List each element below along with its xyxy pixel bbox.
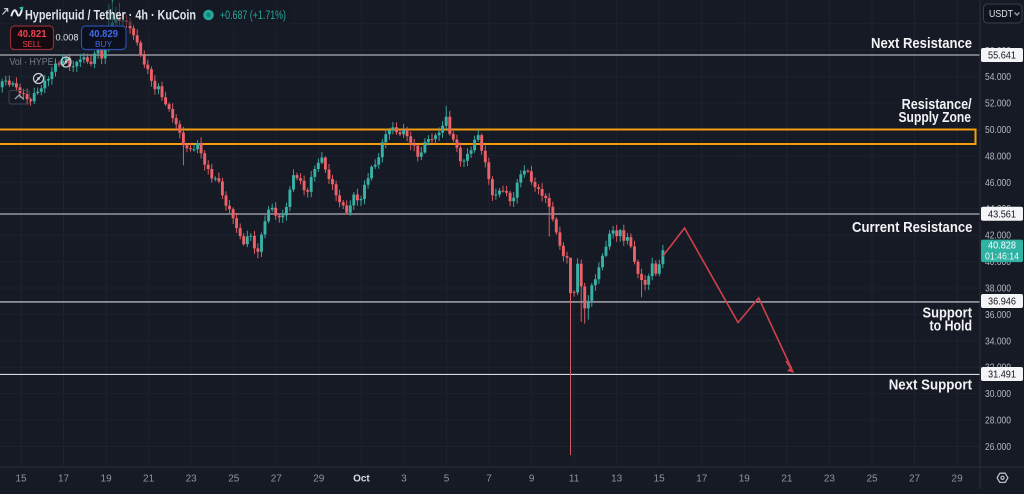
svg-text:Next Resistance: Next Resistance <box>871 35 972 52</box>
svg-text:30.000: 30.000 <box>985 388 1011 400</box>
svg-text:34.000: 34.000 <box>985 335 1011 347</box>
svg-text:23: 23 <box>186 474 198 485</box>
svg-text:27: 27 <box>909 474 921 485</box>
svg-text:54.000: 54.000 <box>985 71 1011 83</box>
svg-text:01:46:14: 01:46:14 <box>985 252 1019 263</box>
svg-text:USDT: USDT <box>989 9 1013 20</box>
svg-text:38.000: 38.000 <box>985 283 1011 295</box>
svg-text:23: 23 <box>824 474 836 485</box>
svg-text:0.008: 0.008 <box>56 33 79 43</box>
svg-text:42.000: 42.000 <box>985 230 1011 242</box>
svg-text:28.000: 28.000 <box>985 415 1011 427</box>
svg-text:Resistance/: Resistance/ <box>902 96 973 113</box>
svg-text:15: 15 <box>15 474 27 485</box>
svg-text:Oct: Oct <box>353 474 370 485</box>
svg-text:11: 11 <box>569 474 580 485</box>
svg-text:13: 13 <box>611 474 623 485</box>
svg-text:Next Support: Next Support <box>889 377 972 394</box>
svg-text:BUY: BUY <box>95 39 112 49</box>
svg-text:40.828: 40.828 <box>988 240 1016 252</box>
svg-text:to Hold: to Hold <box>930 318 973 335</box>
svg-text:46.000: 46.000 <box>985 177 1011 189</box>
svg-text:25: 25 <box>866 474 878 485</box>
svg-text:5: 5 <box>444 474 450 485</box>
svg-text:+0.687 (+1.71%): +0.687 (+1.71%) <box>220 10 286 22</box>
svg-text:27: 27 <box>271 474 283 485</box>
svg-text:9: 9 <box>529 474 535 485</box>
svg-text:17: 17 <box>58 474 70 485</box>
svg-text:17: 17 <box>696 474 708 485</box>
svg-text:SELL: SELL <box>23 39 42 49</box>
svg-text:55.641: 55.641 <box>988 50 1016 62</box>
svg-text:25: 25 <box>228 474 240 485</box>
svg-text:43.561: 43.561 <box>988 208 1016 220</box>
svg-text:40.829: 40.829 <box>89 28 118 40</box>
svg-text:19: 19 <box>739 474 751 485</box>
svg-text:50.000: 50.000 <box>985 124 1011 136</box>
svg-text:26.000: 26.000 <box>985 441 1011 453</box>
svg-text:36.000: 36.000 <box>985 309 1011 321</box>
svg-text:Support: Support <box>923 305 973 322</box>
svg-text:29: 29 <box>952 474 964 485</box>
svg-text:7: 7 <box>486 474 492 485</box>
svg-text:40.821: 40.821 <box>18 28 47 40</box>
svg-text:15: 15 <box>654 474 666 485</box>
svg-text:21: 21 <box>143 474 155 485</box>
svg-text:21: 21 <box>781 474 793 485</box>
svg-text:Vol · HYPE: Vol · HYPE <box>10 57 54 68</box>
svg-text:31.491: 31.491 <box>988 369 1016 381</box>
svg-text:48.000: 48.000 <box>985 150 1011 162</box>
svg-text:36.946: 36.946 <box>988 296 1016 308</box>
svg-text:Hyperliquid / Tether · 4h · Ku: Hyperliquid / Tether · 4h · KuCoin <box>25 7 196 23</box>
svg-text:19: 19 <box>101 474 113 485</box>
svg-text:29: 29 <box>313 474 325 485</box>
svg-text:3: 3 <box>401 474 407 485</box>
svg-text:Supply Zone: Supply Zone <box>899 109 972 126</box>
svg-text:Current Resistance: Current Resistance <box>852 219 973 236</box>
svg-text:52.000: 52.000 <box>985 98 1011 110</box>
